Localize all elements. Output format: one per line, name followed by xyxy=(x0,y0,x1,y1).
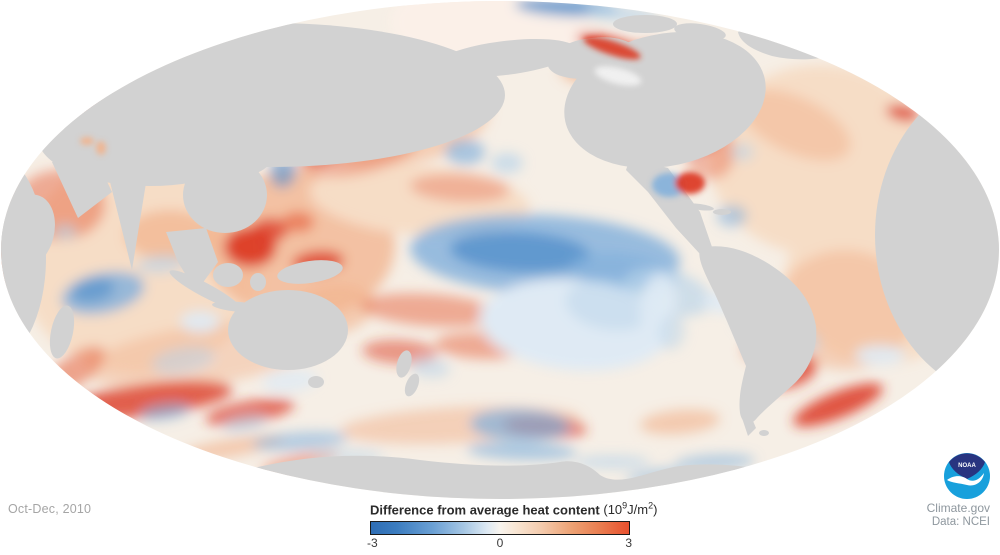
legend: Difference from average heat content (10… xyxy=(367,501,657,551)
landmass-europe-edge xyxy=(930,57,999,127)
landmass-africa-east-edge xyxy=(875,70,999,400)
landmass-borneo xyxy=(213,263,243,287)
landmass-new-guinea xyxy=(277,260,343,284)
noaa-logo-text: NOAA xyxy=(958,463,976,469)
legend-title-text: Difference from average heat content xyxy=(370,502,604,518)
landmass-india xyxy=(106,158,150,270)
landmass-madagascar xyxy=(49,305,75,359)
colorbar-ticks: -3 0 3 xyxy=(367,536,632,551)
data-source-label: Data: NCEI xyxy=(931,515,990,528)
noaa-gull-icon xyxy=(947,473,984,486)
landmass-south-america xyxy=(699,246,817,424)
inland-water-anomalies xyxy=(80,36,705,197)
climate-gov-label: Climate.gov xyxy=(926,501,990,515)
legend-title: Difference from average heat content (10… xyxy=(370,501,657,518)
landmass-indochina xyxy=(166,228,218,292)
noaa-logo: NOAA xyxy=(944,453,990,499)
landmass-new-zealand xyxy=(396,350,412,378)
attribution: NOAA Climate.gov Data: NCEI xyxy=(927,453,990,529)
landmass-australia xyxy=(228,290,348,370)
tick-max: 3 xyxy=(625,536,632,551)
landmass-arabia xyxy=(52,150,112,218)
landmass-kamchatka xyxy=(352,72,412,112)
landmass-japan xyxy=(280,129,316,151)
tick-min: -3 xyxy=(367,536,378,551)
date-label: Oct-Dec, 2010 xyxy=(8,502,92,516)
colorbar xyxy=(370,521,630,536)
landmass-philippines xyxy=(235,197,251,229)
legend-unit: (109J/m2) xyxy=(603,501,658,518)
tick-zero: 0 xyxy=(496,536,504,551)
